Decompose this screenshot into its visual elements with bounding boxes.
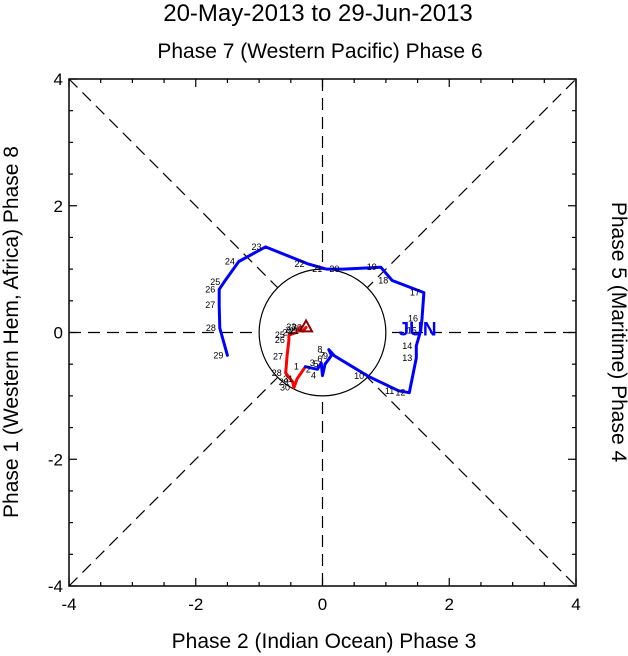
day-label: 30 [280,383,290,393]
day-label: 20 [329,264,339,274]
day-label: 26 [205,284,215,294]
day-label: 12 [395,388,405,398]
day-label: 9 [323,351,328,361]
day-label: 28 [272,368,282,378]
day-label: 7 [320,350,325,360]
chart-subtitle: Phase 7 (Western Pacific) Phase 6 [157,40,482,63]
day-label: 21 [289,326,299,336]
trajectory-series [217,245,426,395]
y-axis-label-left: Phase 1 (Western Hem, Africa) Phase 8 [0,146,23,518]
x-tick-label: -4 [61,595,76,614]
day-label: 6 [317,354,322,364]
x-tick-label: -2 [188,595,203,614]
day-label: 13 [402,353,412,363]
day-label: 16 [408,314,418,324]
day-label: 22 [286,325,296,335]
reference-lines [68,78,577,587]
day-label: 17 [410,288,420,298]
day-label: 19 [367,262,377,272]
month-label: JUN [399,320,437,341]
diagonal-dashed-line [68,78,577,587]
day-label: 23 [286,322,296,332]
day-label: 18 [378,276,388,286]
day-label: 20 [292,322,302,332]
day-label: 27 [205,300,215,310]
antidiagonal-dashed-line [68,78,577,587]
y-tick-label: -2 [48,450,63,469]
day-label: 25 [275,330,285,340]
day-label: 27 [273,352,283,362]
day-label: 23 [251,242,261,252]
day-label: 8 [317,345,322,355]
day-label: 24 [283,328,293,338]
y-tick-label: 0 [54,324,63,343]
day-label: 31 [283,374,293,384]
x-tick-label: 0 [318,595,327,614]
day-label: 26 [275,335,285,345]
day-label: 4 [311,371,316,381]
day-label: 14 [402,341,412,351]
day-label: 25 [210,277,220,287]
day-label: 21 [312,264,322,274]
start-marker [298,318,314,333]
x-axis-label: Phase 2 (Indian Ocean) Phase 3 [172,630,477,653]
day-label: 15 [407,326,417,336]
day-label: 11 [385,386,394,396]
y-axis-label-right: Phase 5 (Maritime) Phase 4 [607,202,628,463]
day-label: 24 [225,257,235,267]
day-label: 22 [295,259,305,269]
x-tick-label: 2 [445,595,454,614]
chart-title: 20-May-2013 to 29-Jun-2013 [163,0,473,27]
y-tick-label: -4 [48,577,63,596]
y-tick-label: 4 [54,70,63,89]
day-label: 29 [279,377,289,387]
day-label: 5 [314,359,319,369]
day-label: 10 [354,371,364,381]
day-label: 28 [206,323,216,333]
series-line-june [217,245,426,395]
day-label: 3 [310,358,315,368]
day-label: 29 [213,350,223,360]
y-tick-label: 2 [54,197,63,216]
day-label: 1 [294,362,299,372]
x-tick-label: 4 [571,595,580,614]
day-label: 2 [306,364,311,374]
